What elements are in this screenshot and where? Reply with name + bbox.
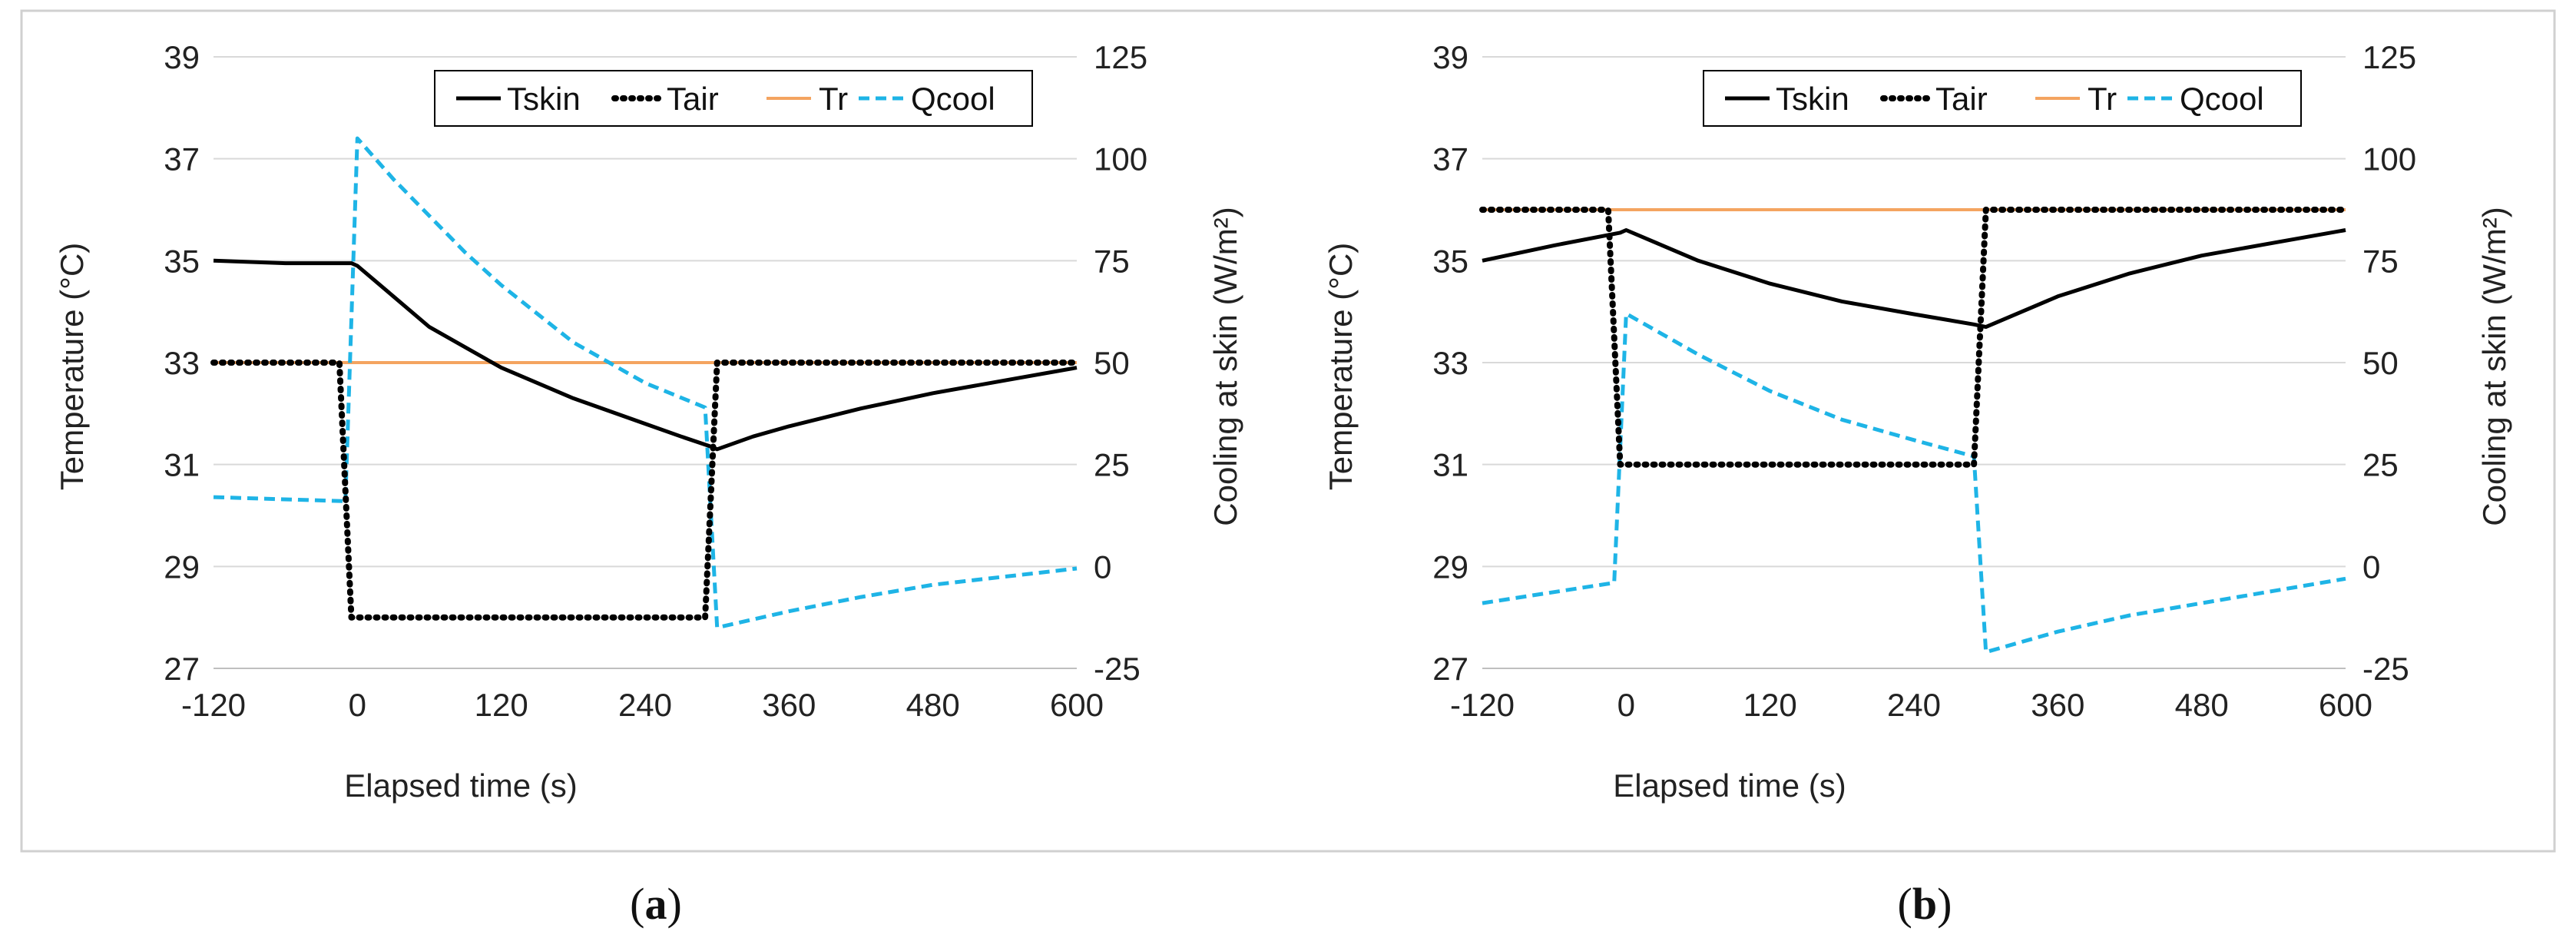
caption-close-paren: ) — [1937, 879, 1952, 929]
legend-box — [1703, 70, 2302, 127]
y-left-tick-label: 39 — [1432, 39, 1468, 75]
y-left-axis-label: Temperature (°C) — [1323, 243, 1359, 491]
legend-label-tskin: Tskin — [1776, 81, 1849, 117]
panel-caption-a: (a) — [630, 879, 682, 929]
y-right-tick-label: -25 — [2362, 651, 2409, 687]
series-line-tskin — [213, 258, 1078, 452]
x-tick-label: -120 — [181, 687, 246, 723]
y-left-axis-label: Temperature (°C) — [54, 243, 90, 491]
y-right-tick-label: 25 — [1094, 447, 1130, 483]
x-tick-labels: -120 0 120 240 360 480 600 — [1450, 687, 2372, 723]
caption-open-paren: ( — [1898, 879, 1912, 929]
y-left-tick-labels: 27 29 31 33 35 37 39 — [1432, 39, 1468, 687]
series-line-tair — [1479, 207, 2349, 468]
legend-label-qcool: Qcool — [911, 81, 995, 117]
y-left-tick-label: 29 — [164, 549, 200, 585]
x-tick-label: 600 — [1050, 687, 1104, 723]
x-axis-label: Elapsed time (s) — [344, 767, 577, 804]
y-right-tick-label: 100 — [2362, 141, 2416, 177]
x-tick-label: 120 — [1743, 687, 1797, 723]
y-left-tick-label: 33 — [1432, 345, 1468, 381]
legend-box — [434, 70, 1033, 127]
y-left-tick-label: 35 — [1432, 243, 1468, 279]
y-right-tick-label: 100 — [1094, 141, 1147, 177]
series-line-tskin — [1482, 228, 2346, 330]
caption-letter: a — [645, 879, 667, 929]
y-left-tick-label: 37 — [164, 141, 200, 177]
legend-label-tair: Tair — [667, 81, 719, 117]
legend-label-tskin: Tskin — [507, 81, 581, 117]
panel-caption-b: (b) — [1898, 879, 1952, 929]
series-layer — [1479, 207, 2349, 655]
series-line-tair — [210, 360, 1080, 621]
y-right-tick-label: 0 — [1094, 549, 1111, 585]
x-tick-label: 600 — [2319, 687, 2372, 723]
y-right-tick-labels: -25 0 25 50 75 100 125 — [2362, 39, 2416, 687]
y-right-tick-label: 125 — [1094, 39, 1147, 75]
caption-open-paren: ( — [630, 879, 644, 929]
x-tick-label: 240 — [1887, 687, 1941, 723]
y-left-tick-label: 31 — [1432, 447, 1468, 483]
x-tick-label: 0 — [1617, 687, 1635, 723]
legend: Tskin Tair Tr Qcool — [434, 70, 1033, 127]
y-right-tick-label: 75 — [1094, 243, 1130, 279]
x-tick-label: 120 — [475, 687, 528, 723]
x-tick-labels: -120 0 120 240 360 480 600 — [181, 687, 1104, 723]
series-line-qcool — [1482, 311, 2346, 655]
x-tick-label: 240 — [618, 687, 672, 723]
y-right-tick-label: 50 — [1094, 345, 1130, 381]
y-right-tick-label: 75 — [2362, 243, 2399, 279]
series-line-qcool — [213, 136, 1078, 630]
y-left-tick-label: 31 — [164, 447, 200, 483]
y-right-tick-label: -25 — [1094, 651, 1141, 687]
legend: Tskin Tair Tr Qcool — [1703, 70, 2302, 127]
x-tick-label: -120 — [1450, 687, 1515, 723]
x-tick-label: 360 — [762, 687, 816, 723]
figure-frame — [20, 9, 2556, 853]
y-right-tick-label: 125 — [2362, 39, 2416, 75]
chart-panel-a: -120 0 120 240 360 480 600 27 29 31 33 35 37 39 -25 0… — [54, 39, 1243, 804]
y-left-tick-labels: 27 29 31 33 35 37 39 — [164, 39, 200, 687]
x-tick-label: 360 — [2031, 687, 2084, 723]
y-left-tick-label: 37 — [1432, 141, 1468, 177]
y-right-tick-label: 50 — [2362, 345, 2399, 381]
y-left-tick-label: 35 — [164, 243, 200, 279]
y-left-tick-label: 27 — [1432, 651, 1468, 687]
x-tick-label: 480 — [906, 687, 960, 723]
legend-label-tair: Tair — [1935, 81, 1988, 117]
y-right-axis-label: Cooling at skin (W/m²) — [2476, 207, 2512, 525]
x-tick-label: 480 — [2175, 687, 2229, 723]
y-left-tick-label: 27 — [164, 651, 200, 687]
series-layer — [210, 136, 1080, 630]
y-right-tick-label: 25 — [2362, 447, 2399, 483]
y-left-tick-label: 33 — [164, 345, 200, 381]
x-axis-label: Elapsed time (s) — [1613, 767, 1846, 804]
caption-letter: b — [1912, 879, 1937, 929]
caption-close-paren: ) — [667, 879, 682, 929]
y-right-tick-labels: -25 0 25 50 75 100 125 — [1094, 39, 1147, 687]
legend-label-tr: Tr — [2088, 81, 2117, 117]
legend-label-qcool: Qcool — [2180, 81, 2264, 117]
chart-panel-b: -120 0 120 240 360 480 600 27 29 31 33 35 37 39 -25 0… — [1323, 39, 2512, 804]
y-right-axis-label: Cooling at skin (W/m²) — [1207, 207, 1243, 525]
y-left-tick-label: 39 — [164, 39, 200, 75]
y-left-tick-label: 29 — [1432, 549, 1468, 585]
y-right-tick-label: 0 — [2362, 549, 2380, 585]
legend-label-tr: Tr — [819, 81, 848, 117]
x-tick-label: 0 — [349, 687, 366, 723]
